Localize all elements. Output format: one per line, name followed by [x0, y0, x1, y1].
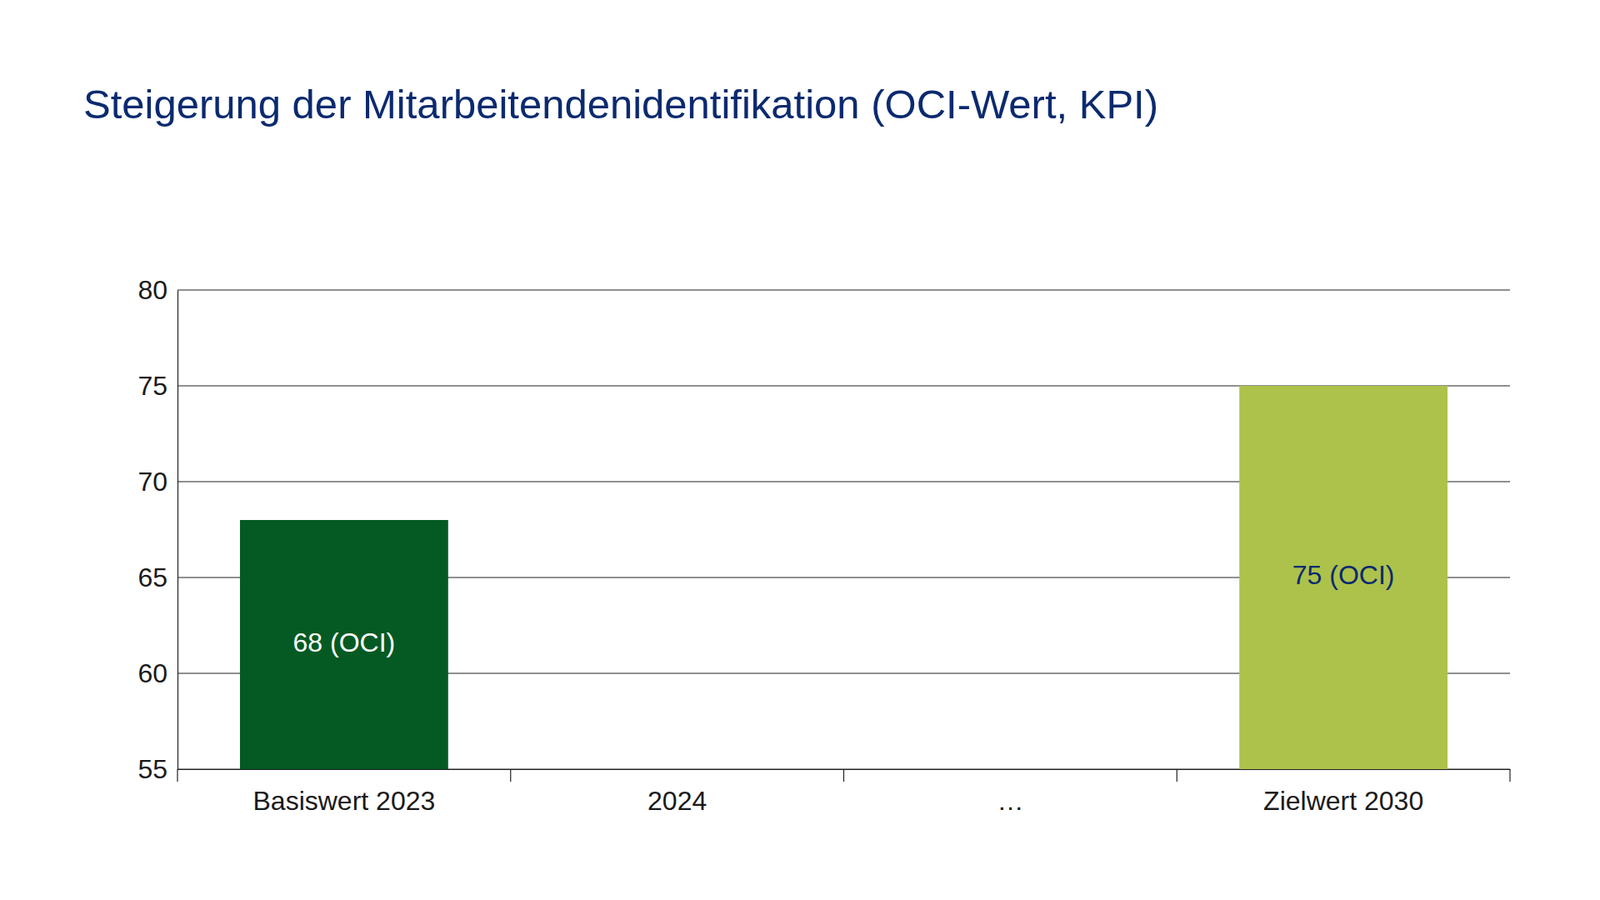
- data-label: 75 (OCI): [1292, 560, 1395, 590]
- y-axis-line: [177, 290, 179, 770]
- y-tick: 55: [137, 754, 178, 785]
- x-axis: Basiswert 2023 2024 … Zielwert 2030: [177, 769, 1511, 816]
- x-tick: Zielwert 2030: [1263, 769, 1424, 816]
- y-tick-label: 75: [137, 370, 168, 401]
- y-tick: 70: [137, 466, 178, 497]
- y-tick-label: 55: [137, 754, 168, 785]
- y-tick: 75: [137, 370, 178, 401]
- y-tick-label: 60: [137, 658, 168, 689]
- grid-line: [177, 289, 1510, 290]
- x-tick-label: 2024: [647, 785, 707, 816]
- band-separators: [177, 769, 1510, 782]
- x-tick-label: Zielwert 2030: [1263, 785, 1424, 816]
- x-tick-label: …: [996, 785, 1024, 816]
- chart: Steigerung der Mitarbeitendenidentifikat…: [0, 0, 1600, 900]
- plot: 55 60 65 70 75 80 68 (OCI) 75 (OCI) Basiswert 20…: [137, 275, 1510, 816]
- y-tick: 60: [137, 658, 178, 689]
- band-separator: [843, 769, 845, 782]
- y-tick-label: 80: [137, 275, 168, 305]
- bar: [240, 520, 449, 770]
- x-tick: …: [996, 769, 1024, 816]
- data-label: 68 (OCI): [293, 627, 396, 658]
- y-tick-label: 65: [137, 562, 168, 593]
- band-separator: [1509, 769, 1510, 782]
- bars: [240, 385, 1448, 770]
- band-separator: [176, 769, 178, 782]
- title: Steigerung der Mitarbeitendenidentifikat…: [83, 81, 1159, 127]
- y-tick: 80: [137, 275, 178, 305]
- bar: [1239, 385, 1448, 770]
- data-labels: 68 (OCI) 75 (OCI): [293, 560, 1395, 658]
- band-separator: [510, 769, 511, 782]
- y-tick-label: 70: [137, 466, 168, 497]
- y-tick: 65: [137, 562, 178, 593]
- band-separator: [1176, 769, 1178, 782]
- y-axis: 55 60 65 70 75 80: [137, 275, 178, 785]
- x-tick-label: Basiswert 2023: [252, 785, 435, 816]
- grid: [177, 290, 1510, 770]
- x-tick: Basiswert 2023: [252, 769, 435, 816]
- x-tick: 2024: [647, 769, 707, 816]
